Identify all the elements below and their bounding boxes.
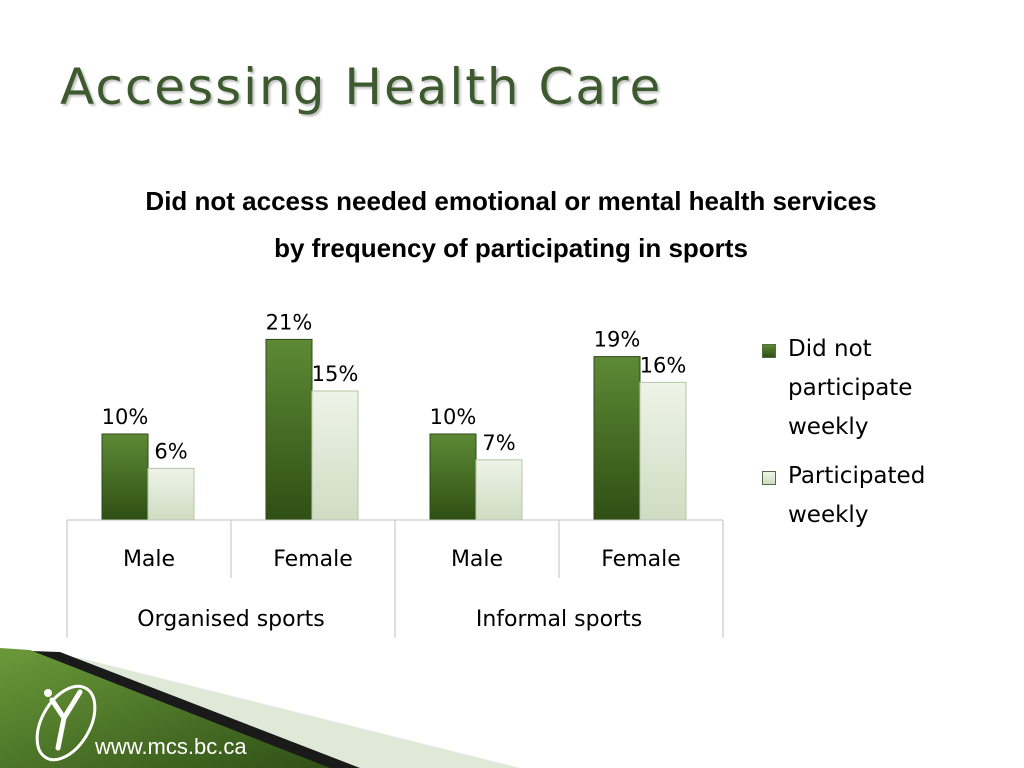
category-label: Female (273, 547, 353, 572)
data-label: 7% (482, 431, 515, 455)
chart-title: Did not access needed emotional or menta… (145, 186, 877, 263)
footer-decoration (0, 648, 520, 768)
bar-participated (475, 459, 523, 521)
footer-green-band (0, 648, 330, 768)
slide-title: Accessing Health Care (60, 58, 663, 116)
bar-did-not-participate (429, 433, 477, 521)
category-label: Male (123, 547, 175, 572)
bar-participated (311, 390, 359, 521)
category-axis: Male Female Male Female Organised sports Info… (66, 519, 724, 638)
legend-swatch-participated (762, 471, 776, 485)
bar-participated (639, 381, 687, 521)
legend-swatch-did-not-participate (762, 344, 776, 358)
data-label: 19% (594, 328, 641, 352)
bar-did-not-participate (593, 356, 641, 521)
data-label: 10% (430, 405, 477, 429)
bar-did-not-participate (101, 433, 149, 521)
website-url: www.mcs.bc.ca (95, 734, 247, 759)
bar-did-not-participate (265, 338, 313, 521)
legend-item-did-not-participate: Did not participate weekly (760, 330, 960, 447)
category-label: Female (601, 547, 681, 572)
legend-label: Did not participate weekly (788, 336, 913, 440)
legend: Did not participate weekly Participated … (760, 330, 960, 545)
data-label: 21% (266, 310, 313, 334)
data-label: 10% (102, 405, 149, 429)
data-label: 15% (312, 362, 359, 386)
category-label: Male (451, 547, 503, 572)
bar-participated (147, 467, 195, 521)
logo-icon (35, 684, 97, 762)
bars-layer: 10%6%21%15%10%7%19%16% (101, 310, 687, 521)
group-label: Informal sports (476, 607, 642, 632)
legend-label: Participated weekly (788, 463, 926, 528)
group-label: Organised sports (137, 607, 324, 632)
data-label: 16% (640, 353, 687, 377)
data-label: 6% (154, 439, 187, 463)
legend-item-participated: Participated weekly (760, 457, 960, 535)
